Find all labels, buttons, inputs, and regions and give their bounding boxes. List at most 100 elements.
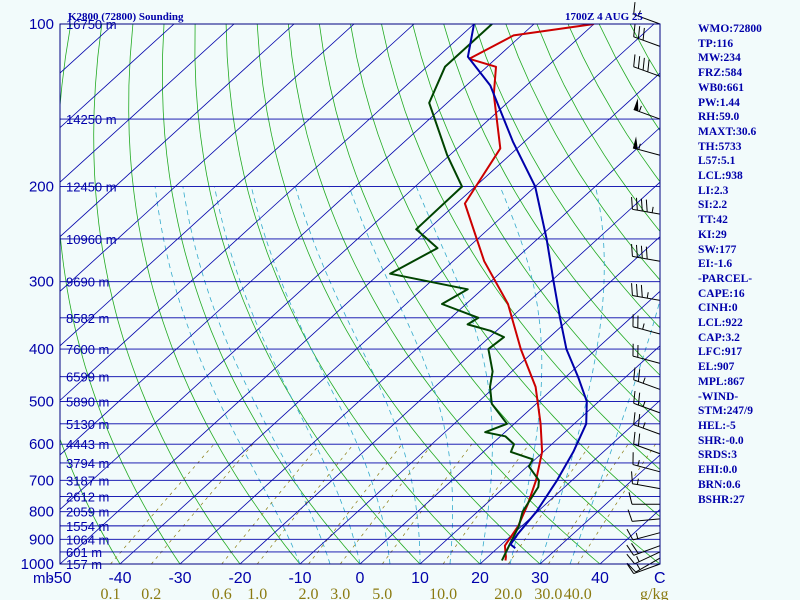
parcel-trace <box>466 24 588 549</box>
mixing-ratio-unit-label: g/kg <box>640 586 668 600</box>
height-label: 4443 m <box>66 437 109 452</box>
pressure-axis-labels: 100 200 300 400 500 600 700 800 900 1000 <box>21 16 54 573</box>
index-entry: LFC:917 <box>698 346 743 359</box>
mixing-ratio-line <box>382 443 473 564</box>
wind-barb <box>631 196 661 215</box>
index-entry: SW:177 <box>698 243 737 256</box>
index-entry: MW:234 <box>698 52 741 65</box>
wind-barb <box>626 528 661 541</box>
isotherm-line <box>60 24 595 510</box>
mixing-ratio-tick-label: 0.1 <box>101 586 121 600</box>
height-label: 6599 m <box>66 370 109 385</box>
height-label: 3794 m <box>66 456 109 471</box>
isotherm-line <box>60 24 475 401</box>
dewpoint-trace <box>389 24 540 561</box>
height-label: 1554 m <box>66 519 109 534</box>
index-entry: SI:2.2 <box>698 199 728 212</box>
index-entry: STM:247/9 <box>698 405 753 418</box>
index-entry: MAXT:30.6 <box>698 125 757 138</box>
index-entry: EL:907 <box>698 361 735 374</box>
height-label: 1064 m <box>66 532 109 547</box>
pressure-tick-label: 500 <box>29 393 54 410</box>
dry-adiabat-line <box>93 24 241 564</box>
isotherm-line <box>60 24 295 238</box>
index-entry: L57:5.1 <box>698 155 736 168</box>
temperature-unit-label: C <box>654 570 666 587</box>
moist-adiabat-line <box>294 186 421 564</box>
mixing-ratio-tick-label: 3.0 <box>330 586 350 600</box>
dry-adiabat-line <box>194 24 421 564</box>
mixing-ratio-line <box>308 443 403 564</box>
temperature-tick-label: 30 <box>531 570 549 587</box>
temperature-tick-label: -50 <box>48 570 71 587</box>
pressure-unit-label: mb <box>33 570 54 587</box>
sounding-traces <box>389 24 595 561</box>
wind-barb <box>633 98 661 120</box>
isotherm-line <box>60 24 655 564</box>
wind-barb <box>631 244 661 262</box>
wind-barb <box>631 471 661 490</box>
isotherm-line <box>60 24 175 129</box>
index-entry: WB0:661 <box>698 81 744 94</box>
moist-adiabat-line <box>569 298 660 564</box>
height-label: 2059 m <box>66 505 109 520</box>
chart-grid <box>60 24 660 564</box>
pressure-tick-label: 400 <box>29 341 54 358</box>
index-entry: CAPE:16 <box>698 287 745 300</box>
mixing-ratio-line <box>340 443 433 564</box>
moist-adiabat-line <box>182 186 331 564</box>
wind-barb <box>627 509 661 522</box>
temperature-axis-labels: -50 -40 -30 -20 -10 0 10 20 30 40 <box>48 570 609 587</box>
temperature-tick-label: -40 <box>108 570 131 587</box>
index-entry: -WIND- <box>698 390 739 403</box>
isotherm-line <box>60 24 415 347</box>
mixing-ratio-tick-label: 0.2 <box>141 586 161 600</box>
mixing-ratio-line <box>508 444 591 564</box>
temperature-tick-label: 20 <box>471 570 489 587</box>
index-entry: TT:42 <box>698 214 728 227</box>
height-label: 12450 m <box>66 180 117 195</box>
index-entry: MPL:867 <box>698 375 745 388</box>
wind-barb <box>632 343 661 364</box>
wind-barb <box>628 492 660 505</box>
index-entry: CAP:3.2 <box>698 331 740 344</box>
wind-barb <box>631 283 661 301</box>
wind-barb <box>632 136 661 156</box>
mixing-ratio-tick-label: 10.0 <box>429 586 457 600</box>
height-label: 8582 m <box>66 311 109 326</box>
height-label: 601 m <box>66 545 102 560</box>
mixing-ratio-tick-label: 2.0 <box>299 586 319 600</box>
wind-barb <box>633 390 661 414</box>
pressure-tick-label: 800 <box>29 504 54 521</box>
wind-barb <box>626 543 661 556</box>
isotherm-line <box>60 24 355 292</box>
dry-adiabat-line <box>287 24 601 564</box>
index-entry: BSHR:27 <box>698 493 745 506</box>
wind-barb <box>632 452 661 473</box>
mixing-ratio-line <box>548 444 629 564</box>
temperature-tick-label: 0 <box>356 570 365 587</box>
dry-adiabat-line <box>225 24 481 564</box>
wind-barb <box>633 2 661 25</box>
index-entry: FRZ:584 <box>698 67 743 80</box>
moist-adiabat-line <box>154 186 301 564</box>
mixing-ratio-tick-label: 5.0 <box>372 586 392 600</box>
index-entry: RH:59.0 <box>698 111 740 124</box>
pressure-tick-label: 100 <box>29 16 54 33</box>
moist-adiabat-line <box>499 186 543 564</box>
mixing-ratio-line <box>110 443 215 564</box>
pressure-tick-label: 200 <box>29 179 54 196</box>
index-entry: SRDS:3 <box>698 449 737 462</box>
wind-barb <box>633 24 661 47</box>
mixing-ratio-line <box>151 443 254 564</box>
index-entry: LI:2.3 <box>698 184 729 197</box>
height-label: 5130 m <box>66 417 109 432</box>
pressure-tick-label: 600 <box>29 436 54 453</box>
index-entry: TH:5733 <box>698 140 742 153</box>
dry-adiabat-line <box>128 24 301 564</box>
mixing-ratio-line <box>256 443 354 564</box>
wind-barb <box>633 54 661 77</box>
height-label: 3187 m <box>66 473 109 488</box>
isotherm-line <box>359 290 660 564</box>
wind-barb <box>626 557 661 573</box>
